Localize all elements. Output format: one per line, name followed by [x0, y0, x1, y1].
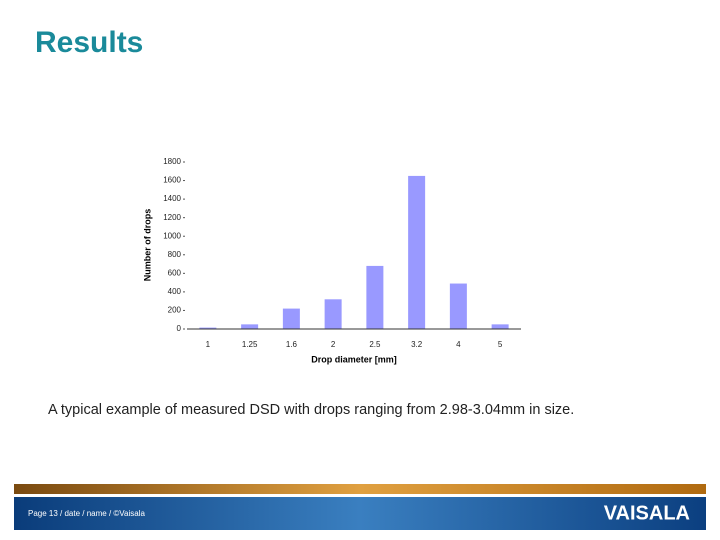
- y-tick-label: 800: [168, 250, 182, 259]
- x-tick-label: 2.5: [369, 340, 381, 349]
- logo: VAISALA: [604, 502, 690, 524]
- x-tick-label: 2: [331, 340, 336, 349]
- footer-band: [14, 497, 706, 530]
- x-tick-label: 3.2: [411, 340, 423, 349]
- slide-title: Results: [35, 26, 143, 59]
- bar: [241, 324, 259, 329]
- bar: [282, 308, 300, 329]
- bar: [449, 283, 467, 329]
- x-tick-label: 1: [206, 340, 211, 349]
- y-tick-label: 600: [168, 268, 182, 277]
- y-tick-label: 200: [168, 306, 182, 315]
- x-tick-label: 4: [456, 340, 461, 349]
- bar: [199, 327, 217, 329]
- bar: [324, 299, 342, 329]
- y-tick-label: 1400: [163, 194, 181, 203]
- y-tick-label: 1800: [163, 157, 181, 166]
- y-tick-label: 0: [177, 324, 182, 333]
- bar: [366, 265, 384, 329]
- y-tick-label: 1200: [163, 213, 181, 222]
- y-axis-label: Number of drops: [142, 209, 152, 282]
- y-tick-label: 400: [168, 287, 182, 296]
- y-tick-label: 1000: [163, 231, 181, 240]
- caption: A typical example of measured DSD with d…: [48, 402, 574, 418]
- y-tick-label: 1600: [163, 176, 181, 185]
- x-tick-label: 5: [498, 340, 503, 349]
- x-tick-label: 1.25: [242, 340, 258, 349]
- x-tick-label: 1.6: [286, 340, 298, 349]
- x-axis-label: Drop diameter [mm]: [311, 354, 397, 364]
- bar: [408, 175, 426, 329]
- footer-stripe: [14, 484, 706, 494]
- footer-text: Page 13 / date / name / ©Vaisala: [28, 509, 145, 518]
- bar: [491, 324, 509, 329]
